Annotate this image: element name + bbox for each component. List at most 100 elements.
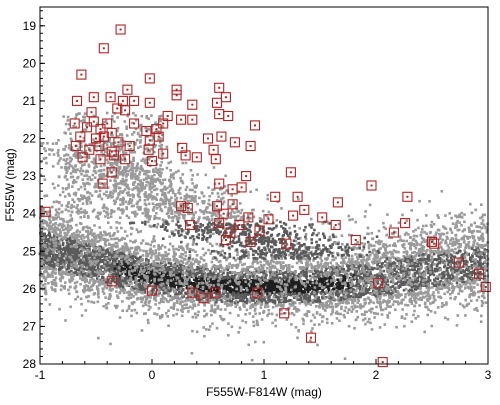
- density-point: [463, 234, 466, 238]
- density-point: [273, 283, 276, 287]
- density-point: [432, 291, 435, 294]
- density-point: [69, 214, 73, 217]
- density-point: [213, 296, 216, 300]
- density-point: [437, 254, 440, 258]
- density-point: [243, 262, 246, 266]
- density-point: [244, 267, 247, 271]
- density-point: [240, 277, 244, 280]
- density-point: [474, 252, 477, 255]
- density-point: [433, 267, 437, 271]
- density-point: [258, 287, 262, 291]
- density-point: [249, 271, 253, 275]
- density-point: [325, 267, 328, 270]
- density-point: [390, 236, 393, 240]
- density-point: [277, 297, 280, 301]
- density-point: [298, 302, 302, 305]
- density-point: [133, 255, 137, 258]
- density-point: [454, 296, 457, 299]
- density-point: [236, 284, 239, 287]
- density-point: [123, 291, 126, 295]
- density-point: [288, 293, 291, 297]
- density-point: [111, 277, 114, 280]
- density-point: [115, 306, 118, 310]
- density-point: [456, 285, 460, 289]
- density-point: [362, 305, 365, 308]
- density-point: [364, 292, 367, 295]
- density-point: [378, 297, 382, 301]
- density-point: [109, 281, 112, 285]
- density-point: [414, 292, 418, 295]
- density-point: [313, 283, 316, 287]
- density-point: [113, 269, 117, 273]
- density-point: [39, 260, 43, 263]
- density-point: [417, 249, 421, 253]
- density-point: [406, 268, 410, 272]
- density-point: [451, 275, 455, 278]
- density-point: [86, 229, 89, 233]
- density-point: [336, 312, 340, 316]
- density-point: [179, 297, 183, 300]
- density-point: [57, 271, 61, 274]
- density-point: [341, 289, 344, 293]
- density-point: [409, 288, 412, 292]
- density-point: [80, 271, 84, 275]
- density-point: [229, 271, 232, 274]
- density-point: [450, 256, 453, 260]
- density-point: [96, 249, 100, 253]
- density-point: [435, 269, 438, 273]
- density-point: [123, 277, 127, 280]
- density-point: [324, 265, 328, 268]
- density-point: [481, 262, 484, 266]
- density-point: [265, 289, 268, 293]
- density-point: [405, 239, 408, 243]
- density-point: [410, 268, 414, 271]
- density-point: [428, 236, 431, 240]
- density-point: [54, 282, 58, 285]
- density-point: [290, 279, 294, 282]
- density-point: [145, 249, 148, 253]
- density-point: [55, 246, 59, 249]
- density-point: [261, 279, 265, 282]
- density-point: [138, 278, 141, 282]
- density-point: [437, 248, 440, 251]
- density-point: [351, 275, 355, 279]
- density-point: [299, 296, 302, 299]
- density-point: [90, 277, 94, 281]
- density-point: [85, 278, 88, 282]
- density-point: [111, 266, 114, 270]
- density-point: [407, 293, 411, 297]
- density-point: [254, 289, 257, 292]
- density-point: [323, 292, 327, 295]
- density-point: [384, 260, 387, 263]
- density-point: [214, 282, 218, 286]
- density-point: [42, 263, 45, 267]
- density-point: [439, 296, 443, 300]
- density-point: [203, 283, 207, 287]
- density-point: [288, 285, 291, 288]
- density-point: [358, 264, 362, 267]
- density-point: [483, 256, 487, 260]
- density-point: [339, 312, 342, 316]
- density-point: [251, 305, 255, 309]
- density-point: [339, 286, 343, 289]
- density-point: [88, 226, 92, 230]
- density-point: [362, 292, 366, 296]
- density-point: [232, 276, 236, 280]
- density-point: [73, 271, 77, 275]
- density-point: [386, 305, 390, 308]
- density-point: [456, 251, 460, 255]
- density-point: [266, 284, 269, 287]
- density-point: [365, 259, 368, 262]
- density-point: [410, 320, 414, 323]
- density-point: [86, 260, 89, 264]
- density-point: [272, 289, 275, 292]
- density-point: [125, 296, 129, 300]
- density-point: [305, 270, 309, 274]
- density-point: [133, 274, 137, 278]
- density-point: [52, 236, 56, 239]
- density-point: [440, 232, 444, 236]
- density-point: [91, 268, 94, 272]
- density-point: [84, 255, 88, 259]
- density-point: [461, 269, 465, 272]
- density-point: [419, 262, 423, 266]
